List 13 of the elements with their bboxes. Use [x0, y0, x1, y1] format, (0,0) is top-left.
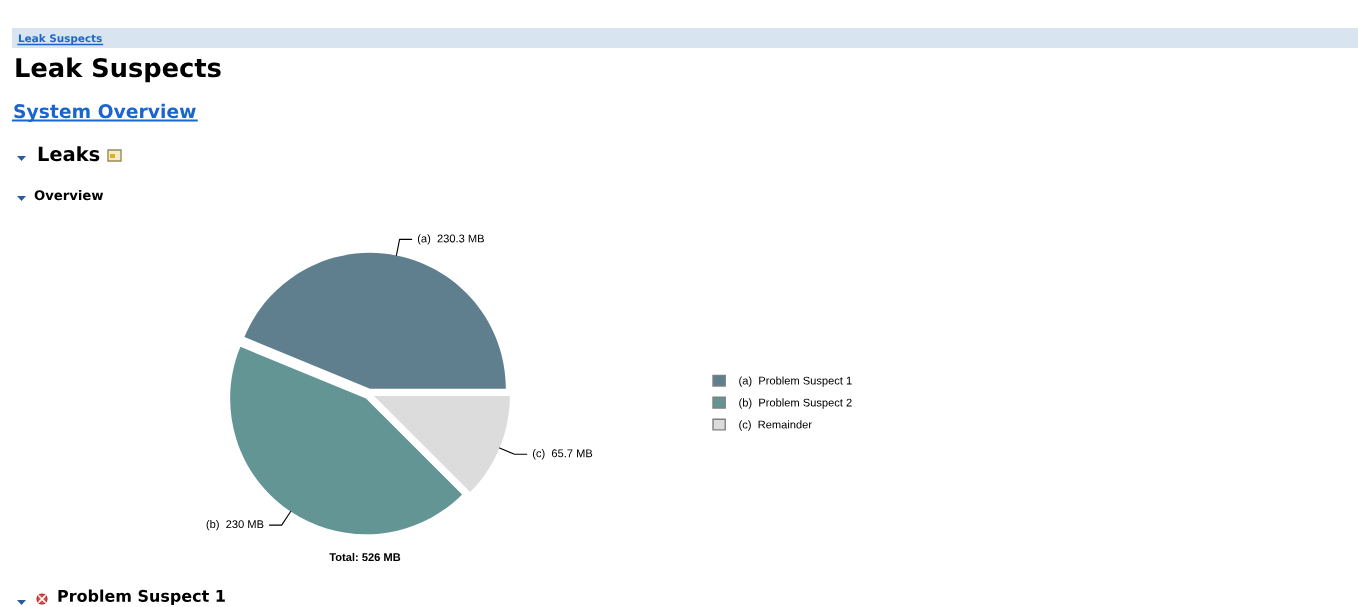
text: Total: 526 MB [329, 552, 401, 562]
text: System Overview [14, 103, 196, 123]
data-label: (b) 230 MB [206, 519, 264, 531]
text: Leaks [38, 146, 100, 162]
chart-title: Leak Suspects [16, 57, 221, 83]
legend-label: (b) Problem Suspect 2 [739, 398, 852, 409]
text: Overview [34, 189, 104, 201]
text: Problem Suspect 1 [58, 589, 225, 605]
text: Leak Suspects [18, 34, 102, 45]
legend-label: (c) Remainder [739, 420, 812, 431]
legend-label: (a) Problem Suspect 1 [739, 376, 852, 387]
data-label: (a) 230.3 MB [417, 234, 484, 245]
data-label: (c) 65.7 MB [532, 449, 593, 460]
